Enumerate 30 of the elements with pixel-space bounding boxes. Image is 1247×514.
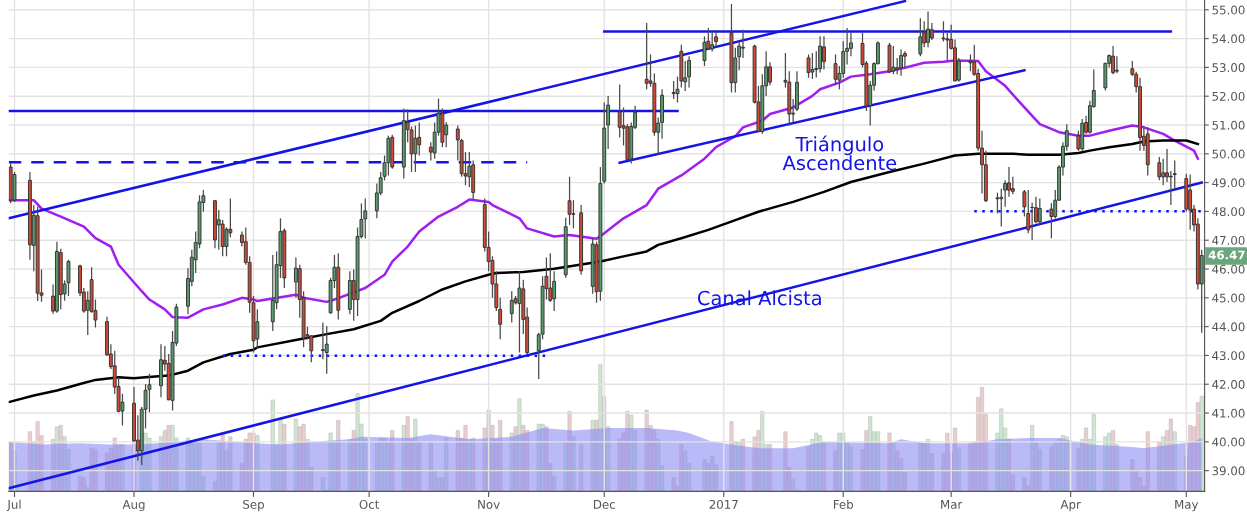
x-tick-label: Jul [6,499,21,512]
y-tick-label: 55.00 [1212,5,1245,15]
y-tick-label: 43.00 [1212,351,1245,361]
x-tick-label: Apr [1060,500,1081,512]
x-tick-label: Sep [243,499,264,512]
y-tick-label: 49.00 [1212,178,1245,188]
y-tick-label: 41.00 [1212,408,1245,418]
y-tick-label: 54.00 [1212,34,1245,44]
x-tick-label: May [1175,500,1199,512]
x-tick-label: Dec [593,500,615,509]
y-tick-label: 52.00 [1212,91,1245,101]
y-tick-label: 40.00 [1212,437,1245,447]
annotation: Triángulo Ascendente [782,135,897,171]
y-tick-label: 44.00 [1212,322,1245,332]
x-tick-label: Nov [478,500,500,509]
y-tick-label: 42.00 [1212,379,1245,389]
x-tick-label: Oct [359,499,380,509]
y-tick-label: 48.00 [1212,207,1245,217]
y-tick-label: 47.00 [1212,235,1245,245]
x-tick-label: Mar [941,500,963,509]
x-tick-label: Aug [122,500,145,512]
y-tick-label: 50.00 [1212,149,1245,159]
y-tick-label: 53.00 [1212,63,1245,73]
text: 46.47 [1208,250,1245,260]
x-tick-label: 2017 [709,499,738,509]
x-tick-label: Feb [833,499,854,509]
y-tick-label: 51.00 [1212,120,1245,130]
y-tick-label: 46.00 [1212,264,1245,274]
y-tick-label: 39.00 [1212,466,1245,476]
y-tick-label: 45.00 [1212,293,1245,303]
